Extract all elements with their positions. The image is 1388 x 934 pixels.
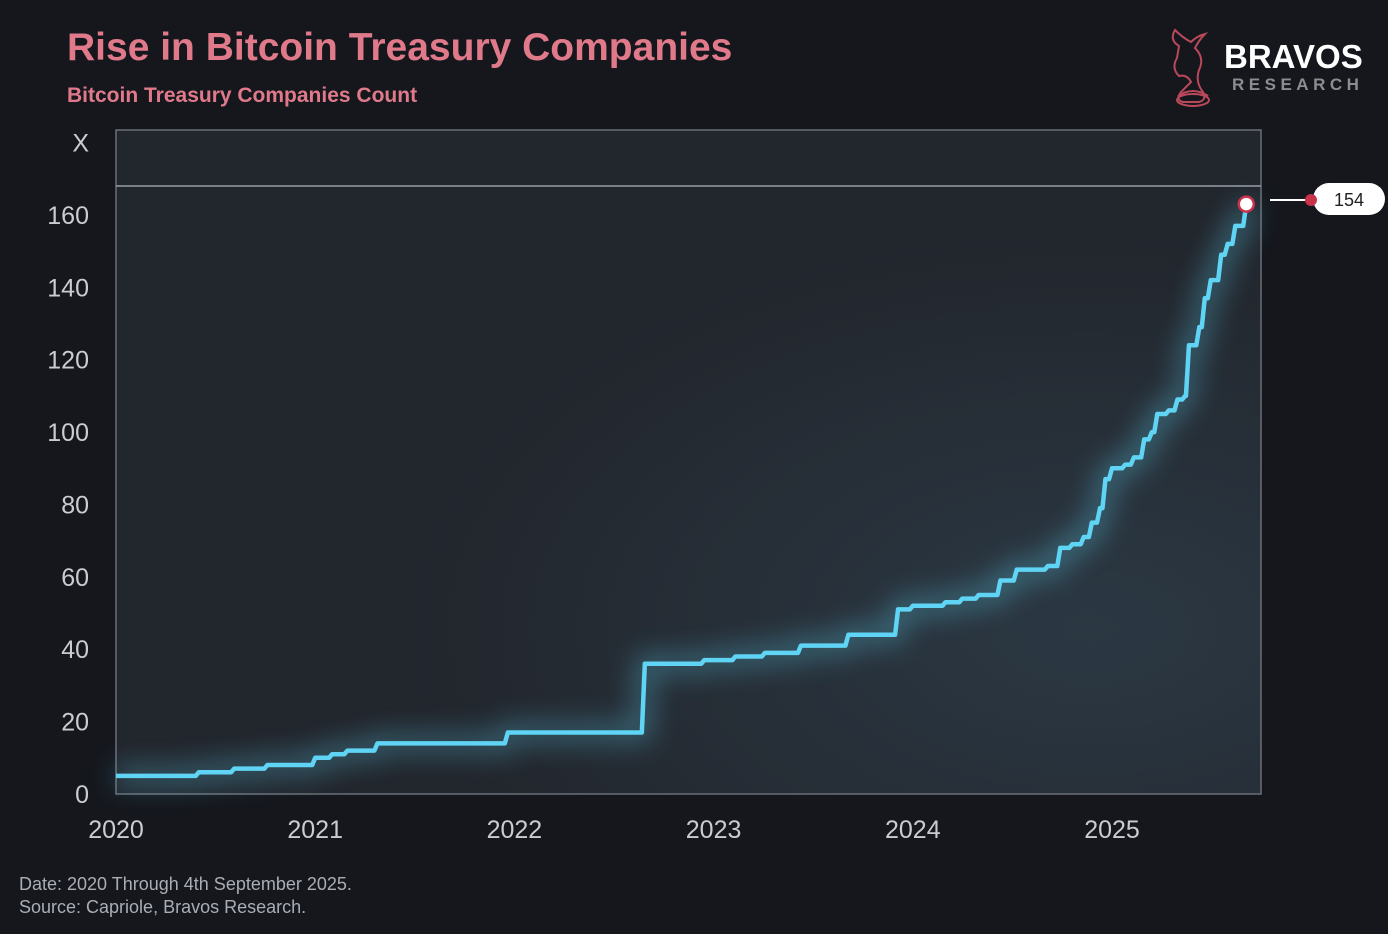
source-note: Source: Capriole, Bravos Research.: [19, 897, 306, 917]
bull-knight-icon: [1171, 28, 1210, 107]
y-tick-label: 20: [61, 709, 89, 737]
y-tick-label: 120: [47, 347, 89, 375]
plot-area: [115, 129, 1262, 795]
date-note: Date: 2020 Through 4th September 2025.: [19, 874, 352, 894]
y-tick-label: 80: [61, 491, 89, 519]
x-tick-label: 2025: [1084, 816, 1140, 844]
last-value-callout: 154: [1270, 183, 1385, 215]
x-tick-label: 2022: [487, 816, 543, 844]
y-tick-label: 0: [75, 781, 89, 809]
x-tick-label: 2020: [88, 816, 144, 844]
last-value-label: 154: [1334, 190, 1364, 210]
callout-dot: [1305, 194, 1317, 206]
x-tick-label: 2024: [885, 816, 941, 844]
y-tick-label: 40: [61, 636, 89, 664]
x-tick-label: 2023: [686, 816, 742, 844]
chart-title: Rise in Bitcoin Treasury Companies: [67, 26, 732, 69]
callout-pill: [1313, 183, 1385, 215]
series-line: [116, 203, 1249, 779]
y-tick-label: 160: [47, 202, 89, 230]
last-point-marker: [1237, 195, 1256, 213]
brand-logo: BRAVOS RESEARCH: [1171, 28, 1363, 107]
chart-subtitle: Bitcoin Treasury Companies Count: [67, 84, 417, 107]
brand-tagline: RESEARCH: [1232, 75, 1363, 94]
x-tick-label: 2021: [287, 816, 343, 844]
y-tick-label: 140: [47, 274, 89, 302]
y-tick-label: 100: [47, 419, 89, 447]
brand-name: BRAVOS: [1224, 38, 1363, 75]
y-tick-label: X: [72, 130, 89, 158]
y-tick-label: 60: [61, 564, 89, 592]
